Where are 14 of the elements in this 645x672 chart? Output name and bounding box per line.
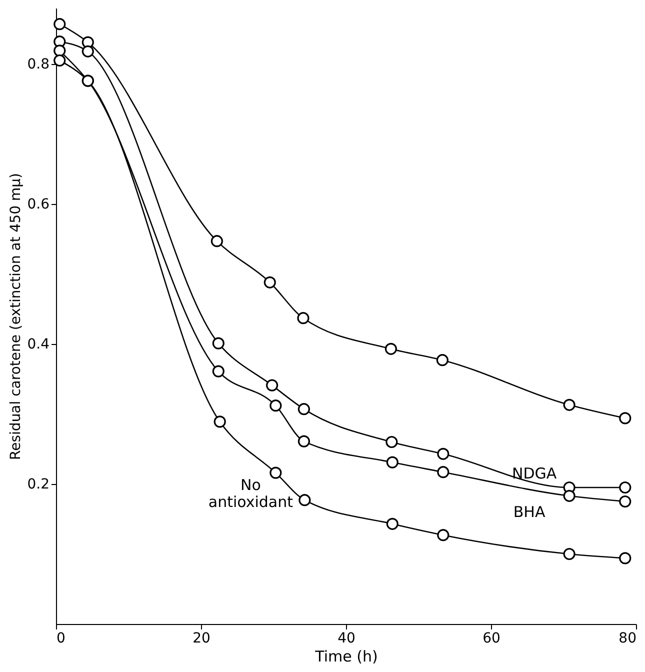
x-tick-label: 0: [56, 630, 66, 646]
x-tick-label: 20: [192, 630, 210, 646]
series-label: NDGA: [512, 464, 558, 482]
series-label: BHA: [513, 502, 546, 521]
y-tick-label: 0.6: [27, 196, 50, 212]
x-tick-label: 40: [338, 630, 356, 646]
y-tick-label: 0.8: [27, 56, 50, 72]
y-tick-label: 0.4: [27, 336, 50, 352]
x-axis-title: Time (h): [314, 648, 378, 666]
y-tick-label: 0.2: [27, 476, 50, 492]
y-axis-title: Residual carotene (extinction at 450 mμ): [8, 173, 24, 460]
series-label: No antioxidant: [208, 476, 294, 511]
x-tick-label: 80: [618, 630, 636, 646]
x-tick-label: 60: [482, 630, 500, 646]
